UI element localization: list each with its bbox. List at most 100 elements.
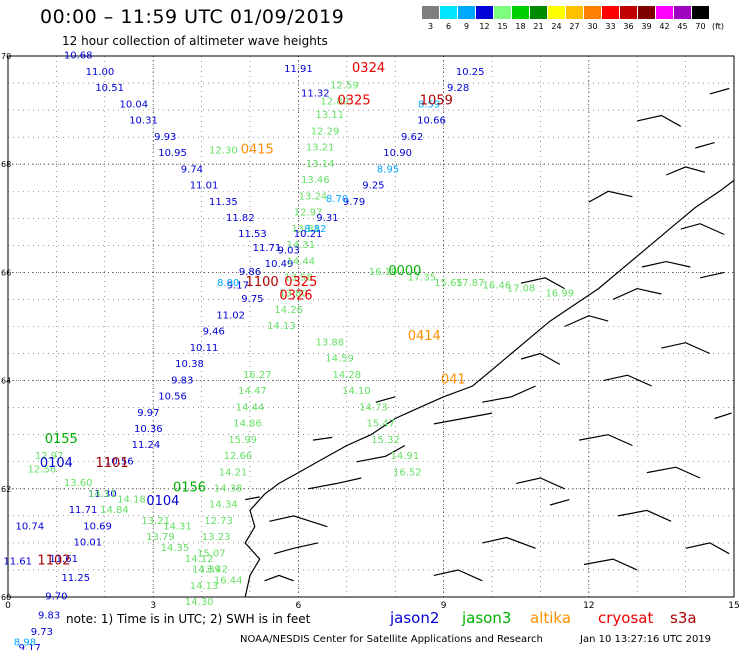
swh-value-label: 12.59	[330, 80, 359, 91]
coast-fragment	[714, 412, 732, 420]
swh-value-label: 11.24	[132, 440, 161, 451]
coast-fragment	[564, 315, 609, 328]
swh-value-label: 16.27	[243, 370, 272, 381]
color-swatch	[584, 6, 601, 19]
swh-value-label: 10.25	[456, 67, 485, 78]
color-swatch-label: 27	[569, 22, 580, 31]
swh-value-label: 11.00	[86, 67, 115, 78]
swh-value-label: 10.68	[64, 51, 93, 62]
footer-note: note: 1) Time is in UTC; 2) SWH is in fe…	[66, 612, 311, 626]
pass-time-label: 0000	[388, 264, 421, 279]
pass-time-label: 041	[441, 372, 466, 387]
swh-value-label: 12.97	[294, 208, 323, 219]
coast-fragment	[516, 477, 565, 490]
color-swatch	[638, 6, 655, 19]
swh-value-label: 14.44	[286, 256, 315, 267]
swh-value-label: 14.12	[185, 554, 214, 565]
swh-value-label: 9.86	[239, 267, 261, 278]
swh-value-label: 12.29	[311, 126, 340, 137]
coast-fragment	[661, 342, 711, 355]
pass-time-label: 1100	[246, 275, 279, 290]
coast-fragment	[641, 260, 691, 268]
satellite-legend-jason2: jason2	[390, 609, 440, 627]
satellite-legend-cryosat: cryosat	[598, 609, 654, 627]
satellite-legend-jason3: jason3	[462, 609, 512, 627]
swh-value-label: 14.44	[236, 402, 265, 413]
color-swatch	[458, 6, 475, 19]
x-tick-label: 15	[728, 601, 739, 611]
color-swatch	[440, 6, 457, 19]
color-swatch	[548, 6, 565, 19]
pass-time-label: 0324	[352, 61, 385, 76]
x-tick-label: 6	[296, 601, 302, 611]
pass-time-label: 0414	[408, 329, 441, 344]
color-swatch	[602, 6, 619, 19]
swh-value-label: 14.31	[163, 521, 192, 532]
swh-value-label: 10.69	[83, 521, 112, 532]
swh-value-label: 12.97	[35, 451, 64, 462]
swh-value-label: 10.49	[265, 259, 294, 270]
color-swatch-label: 15	[497, 22, 508, 31]
swh-value-label: 9.70	[45, 592, 67, 603]
coast-fragment	[520, 352, 561, 365]
coast-fragment	[549, 499, 570, 506]
coastline	[244, 87, 735, 598]
coast-fragment	[588, 190, 633, 203]
y-tick-label: 62	[1, 485, 11, 494]
y-tick-label: 64	[1, 377, 11, 386]
swh-value-label: 8.59	[418, 99, 440, 110]
swh-value-label: 9.17	[227, 281, 249, 292]
coast-fragment	[699, 271, 725, 279]
coast-fragment	[433, 412, 493, 425]
axis-tick-labels: 0 3 6 9 12 15 60 62 64 66 68 70	[1, 52, 740, 611]
swh-value-label: 13.21	[306, 143, 335, 154]
swh-value-label: 11.32	[301, 89, 330, 100]
color-swatch-label: 30	[587, 22, 598, 31]
swh-value-label: 14.34	[209, 500, 238, 511]
map-title: 00:00 – 11:59 UTC 01/09/2019	[40, 6, 345, 28]
color-swatch-label: 9	[463, 22, 470, 31]
coast-fragment	[583, 558, 638, 571]
swh-value-label: 9.74	[181, 164, 203, 175]
swh-value-label: 10.56	[105, 456, 134, 467]
coast-fragment	[685, 542, 730, 555]
satellite-legend-altika: altika	[530, 609, 572, 627]
swh-value-label: 11.91	[284, 64, 313, 75]
swh-value-label: 9.46	[203, 327, 225, 338]
coast-fragment	[680, 223, 725, 236]
color-swatch-label: 3	[427, 22, 434, 31]
swh-value-label: 13.58	[284, 273, 313, 284]
swh-value-label: 14.35	[161, 543, 190, 554]
color-swatch	[494, 6, 511, 19]
swh-value-label: 10.51	[95, 83, 124, 94]
swh-value-label: 11.35	[209, 197, 238, 208]
swh-value-label: 14.91	[391, 451, 420, 462]
swh-value-label: 11.01	[190, 181, 219, 192]
color-swatch	[656, 6, 673, 19]
coast-fragment	[612, 287, 662, 300]
swh-value-label: 9.93	[154, 132, 176, 143]
swh-value-label: 10.66	[417, 116, 446, 127]
color-swatch	[422, 6, 439, 19]
color-swatch-label: 36	[623, 22, 634, 31]
generated-timestamp: Jan 10 13:27:16 UTC 2019	[580, 634, 712, 645]
swh-value-label: 15.07	[197, 548, 226, 559]
swh-value-label: 9.62	[401, 132, 423, 143]
swh-value-label: 11.02	[216, 310, 245, 321]
swh-value-label: 14.28	[332, 370, 361, 381]
map-frame	[7, 55, 735, 598]
swh-value-label: 13.11	[316, 110, 345, 121]
swh-value-label: 16.19	[369, 267, 398, 278]
coast-fragment	[245, 496, 260, 501]
swh-value-label: 9.97	[137, 408, 159, 419]
credit-line: NOAA/NESDIS Center for Satellite Applica…	[240, 634, 543, 645]
swh-value-label: 13.21	[141, 516, 170, 527]
coast-fragment	[307, 477, 362, 490]
swh-value-label: 15.32	[371, 435, 400, 446]
color-swatch	[476, 6, 493, 19]
y-tick-label: 70	[1, 52, 11, 61]
swh-value-label: 13.79	[146, 532, 175, 543]
swh-value-label: 17.08	[507, 283, 536, 294]
swh-value-label: 11.30	[88, 489, 117, 500]
